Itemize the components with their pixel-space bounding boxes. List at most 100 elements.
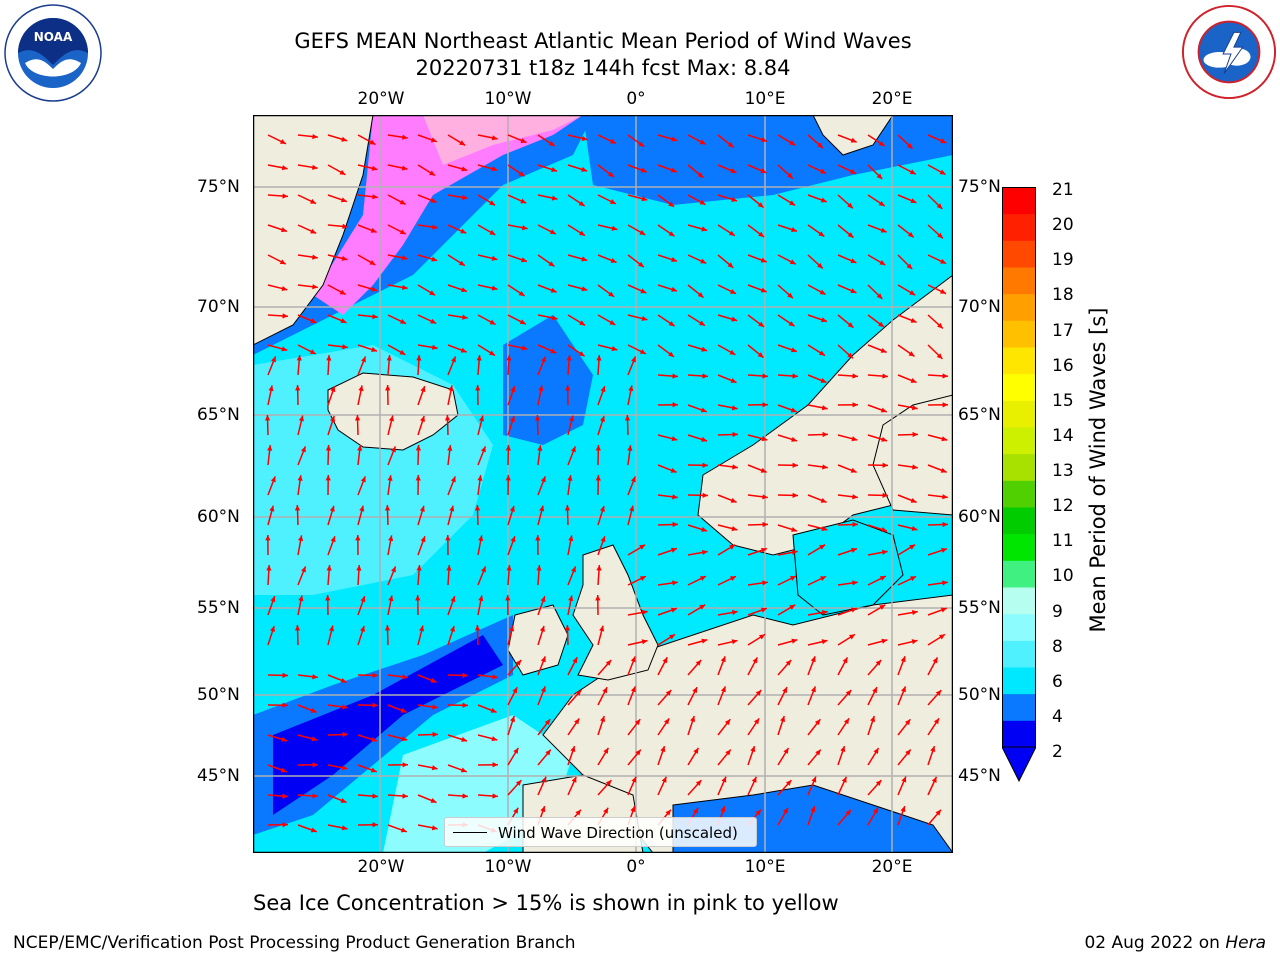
wave-direction-arrowhead xyxy=(792,373,798,379)
wave-direction-arrowhead xyxy=(267,445,273,451)
wave-direction-arrowhead xyxy=(758,321,765,327)
wave-direction-arrowhead xyxy=(298,595,304,602)
wave-direction-arrowhead xyxy=(458,260,465,266)
wave-direction-arrowhead xyxy=(789,604,796,610)
colorbar-tick-label: 16 xyxy=(1052,355,1074,376)
wave-direction-arrowhead xyxy=(372,672,378,678)
wave-direction-arrowhead xyxy=(815,749,821,756)
wave-direction-arrowhead xyxy=(312,254,318,260)
wave-direction-arrowhead xyxy=(281,165,288,171)
wave-direction-arrowhead xyxy=(430,677,437,683)
wave-direction-arrowhead xyxy=(567,475,573,481)
wave-direction-arrowhead xyxy=(662,657,668,664)
wave-direction-arrowhead xyxy=(270,596,276,603)
wave-direction-arrowhead xyxy=(820,168,827,174)
wave-direction-arrowhead xyxy=(572,657,578,664)
wave-direction-arrowhead xyxy=(811,776,817,783)
wave-direction-arrowhead xyxy=(942,402,948,408)
wave-direction-arrowhead xyxy=(372,194,378,200)
wave-direction-arrowhead xyxy=(568,595,574,602)
colorbar-tick-label: 20 xyxy=(1052,215,1074,236)
wave-direction-arrowhead xyxy=(942,521,948,528)
wave-direction-arrowhead xyxy=(790,347,797,353)
wave-direction-arrowhead xyxy=(600,536,606,543)
wave-direction-arrowhead xyxy=(762,521,768,528)
wave-direction-arrowhead xyxy=(628,385,634,392)
wave-direction-arrowhead xyxy=(296,355,302,361)
lat-tick-right: 55°N xyxy=(958,598,1001,618)
wave-direction-arrowhead xyxy=(430,318,437,324)
wave-direction-arrowhead xyxy=(909,290,916,296)
wave-direction-arrowhead xyxy=(520,257,527,263)
wave-direction-arrowhead xyxy=(489,200,496,206)
wave-direction-arrowhead xyxy=(660,746,666,753)
wave-direction-arrowhead xyxy=(312,762,318,768)
wave-direction-arrowhead xyxy=(535,535,541,541)
wave-direction-arrowhead xyxy=(729,349,736,355)
wave-direction-arrowhead xyxy=(672,580,678,586)
colorbar-tick-label: 8 xyxy=(1052,636,1063,657)
finland-land xyxy=(872,394,953,516)
wave-direction-arrowhead xyxy=(540,596,546,603)
wave-direction-arrowhead xyxy=(505,595,511,601)
wave-direction-arrowhead xyxy=(701,549,708,555)
wave-direction-arrowhead xyxy=(940,607,947,613)
wave-direction-arrowhead xyxy=(415,475,421,481)
wave-direction-arrowhead xyxy=(492,793,498,799)
wave-direction-arrowhead xyxy=(402,762,408,768)
wave-direction-arrowhead xyxy=(429,170,436,176)
wave-direction-arrowhead xyxy=(847,352,853,359)
wave-direction-arrowhead xyxy=(930,746,936,753)
wave-direction-arrowhead xyxy=(401,255,408,261)
wave-direction-arrowhead xyxy=(791,227,798,233)
wave-direction-arrowhead xyxy=(371,165,378,171)
wave-direction-arrowhead xyxy=(879,604,886,610)
wave-direction-arrowhead xyxy=(785,659,792,666)
lat-tick-right: 70°N xyxy=(958,297,1001,317)
wave-direction-arrowhead xyxy=(506,565,512,571)
wave-direction-arrowhead xyxy=(579,320,586,326)
wave-direction-arrowhead xyxy=(432,704,438,710)
wave-direction-arrowhead xyxy=(384,625,391,631)
lat-tick-right: 50°N xyxy=(958,685,1001,705)
wave-direction-arrowhead xyxy=(491,135,498,141)
wave-direction-arrowhead xyxy=(852,373,858,379)
wave-direction-arrowhead xyxy=(761,137,767,143)
wave-direction-arrowhead xyxy=(371,736,378,742)
wave-direction-arrowhead xyxy=(881,527,888,532)
lon-tick-top: 10°W xyxy=(484,89,532,109)
baltic-sea xyxy=(792,519,904,616)
wave-direction-arrowhead xyxy=(758,231,765,237)
wave-direction-arrowhead xyxy=(840,746,846,753)
wave-direction-arrowhead xyxy=(356,565,362,571)
wave-direction-arrowhead xyxy=(671,436,678,442)
wave-direction-arrowhead xyxy=(569,415,575,422)
wave-direction-arrowhead xyxy=(702,462,708,468)
wave-direction-arrowhead xyxy=(819,350,825,356)
wave-direction-arrowhead xyxy=(671,286,678,292)
wave-direction-arrowhead xyxy=(355,535,361,541)
wave-direction-arrowhead xyxy=(933,718,940,725)
wave-direction-arrowhead xyxy=(477,475,483,481)
wave-direction-arrowhead xyxy=(268,385,274,392)
wave-direction-arrowhead xyxy=(672,521,678,528)
wave-direction-arrowhead xyxy=(460,767,467,773)
wave-direction-arrowhead xyxy=(521,225,528,231)
wave-direction-arrowhead xyxy=(575,690,582,696)
wave-direction-arrowhead xyxy=(540,806,546,813)
wave-direction-arrowhead xyxy=(279,259,286,265)
wave-direction-arrowhead xyxy=(842,657,848,664)
wave-direction-arrowhead xyxy=(850,467,857,473)
wave-direction-arrowhead xyxy=(852,494,858,500)
wave-direction-arrowhead xyxy=(937,232,943,239)
wave-direction-arrowhead xyxy=(462,314,468,320)
wave-direction-arrowhead xyxy=(505,475,511,481)
wave-direction-arrowhead xyxy=(539,625,545,632)
wave-direction-arrowhead xyxy=(787,292,793,299)
wave-direction-arrowhead xyxy=(294,625,301,631)
lon-tick-bottom: 10°W xyxy=(484,857,532,877)
footer-credit: NCEP/EMC/Verification Post Processing Pr… xyxy=(13,933,576,953)
wave-direction-arrowhead xyxy=(882,373,888,379)
wave-direction-arrowhead xyxy=(821,639,828,645)
wave-direction-arrowhead xyxy=(731,405,738,411)
